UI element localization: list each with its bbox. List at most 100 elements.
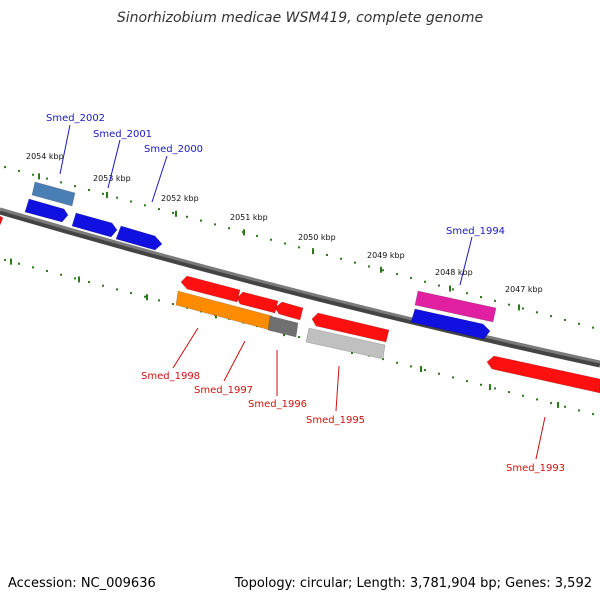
label-smed-2001[interactable]: Smed_2001: [93, 129, 152, 140]
gene-arrow-smed-2001[interactable]: [71, 212, 118, 238]
scale-dot: [508, 391, 510, 394]
scale-major-tick: [420, 366, 422, 373]
gene-smed-2001[interactable]: [71, 212, 118, 238]
scale-dot: [116, 196, 118, 199]
leader-smed-2001: [107, 139, 121, 189]
label-smed-2002[interactable]: Smed_2002: [46, 113, 105, 124]
scale-dot: [32, 266, 34, 269]
gene-arrow-smed-1995[interactable]: [305, 327, 386, 360]
gene-arrow-smed-2002-b[interactable]: [24, 198, 69, 223]
leader-smed-1995: [335, 365, 340, 412]
scale-dot: [102, 192, 104, 195]
leader-smed-1998: [172, 327, 199, 369]
scale-ticks-outer: [4, 166, 594, 329]
gene-forward-1994-lower[interactable]: [410, 308, 491, 340]
scale-dot: [522, 394, 524, 397]
scale-dot: [396, 273, 398, 276]
scale-major-tick: [518, 304, 520, 311]
kbp-label-2047: 2047 kbp: [505, 285, 543, 294]
gene-arrow-reverse-d[interactable]: [311, 312, 390, 343]
scale-dot: [480, 383, 482, 386]
scale-dot: [228, 227, 230, 230]
scale-dot: [284, 242, 286, 245]
gene-arrow-forward-b[interactable]: [410, 308, 491, 340]
leader-smed-1993: [535, 416, 546, 460]
label-smed-1994[interactable]: Smed_1994: [446, 226, 505, 237]
label-smed-2000[interactable]: Smed_2000: [144, 144, 203, 155]
scale-major-tick: [243, 229, 245, 236]
gene-arrow-smed-1994[interactable]: [414, 290, 497, 323]
label-smed-1998[interactable]: Smed_1998: [141, 371, 200, 382]
scale-dot: [382, 269, 384, 272]
scale-dot: [88, 281, 90, 284]
gene-reverse-d[interactable]: [311, 312, 390, 343]
kbp-label-2051: 2051 kbp: [230, 213, 268, 222]
gene-arrow-reverse-b[interactable]: [236, 291, 279, 314]
gene-smed-2002-lower[interactable]: [24, 198, 69, 223]
label-smed-1993[interactable]: Smed_1993: [506, 463, 565, 474]
scale-dot: [4, 259, 6, 262]
scale-dot: [74, 185, 76, 188]
gene-smed-1996[interactable]: [267, 315, 299, 338]
leader-smed-2000: [151, 155, 168, 203]
label-smed-1997[interactable]: Smed_1997: [194, 385, 253, 396]
gene-arrow-reverse-c[interactable]: [274, 301, 304, 321]
gene-smed-1995[interactable]: [305, 327, 386, 360]
scale-dot: [550, 315, 552, 318]
scale-dot: [410, 365, 412, 368]
scale-dot: [536, 311, 538, 314]
scale-major-tick: [175, 210, 177, 217]
scale-dot: [410, 276, 412, 279]
kbp-label-2048: 2048 kbp: [435, 268, 473, 277]
label-smed-1996[interactable]: Smed_1996: [248, 399, 307, 410]
scale-dot: [550, 402, 552, 405]
scale-ticks-inner: [4, 258, 594, 416]
scale-dot: [452, 376, 454, 379]
scale-dot: [578, 322, 580, 325]
scale-dot: [368, 265, 370, 268]
scale-major-tick: [146, 294, 148, 301]
scale-dot: [466, 292, 468, 295]
scale-major-tick: [312, 248, 314, 255]
gene-arrow-smed-2002[interactable]: [31, 181, 76, 207]
scale-dot: [424, 369, 426, 372]
scale-dot: [200, 219, 202, 222]
gene-smed-2002[interactable]: [31, 181, 76, 207]
scale-dot: [578, 409, 580, 412]
scale-dot: [60, 181, 62, 184]
scale-dot: [452, 288, 454, 291]
topology-text: Topology: circular; Length: 3,781,904 bp…: [234, 576, 592, 591]
kbp-label-2054: 2054 kbp: [26, 152, 64, 161]
gene-smed-1997-upper[interactable]: [180, 275, 241, 303]
gene-arrow-reverse-a[interactable]: [180, 275, 241, 303]
scale-dot: [130, 200, 132, 203]
leader-smed-1994: [459, 236, 473, 286]
gene-smed-1994[interactable]: [414, 290, 497, 323]
label-smed-1995[interactable]: Smed_1995: [306, 415, 365, 426]
gene-arrow-edge[interactable]: [0, 215, 4, 226]
gene-smed-2000[interactable]: [115, 225, 163, 251]
scale-dot: [46, 270, 48, 273]
gene-smed-1996-upper[interactable]: [236, 291, 279, 314]
backbone-shadow: [0, 209, 600, 368]
scale-dot: [172, 211, 174, 214]
scale-dot: [564, 405, 566, 408]
gene-arrow-smed-2000[interactable]: [115, 225, 163, 251]
gene-arrow-smed-1993[interactable]: [486, 355, 600, 394]
gene-reverse-c[interactable]: [274, 301, 304, 321]
scale-dot: [88, 189, 90, 192]
gene-smed-1993[interactable]: [486, 355, 600, 394]
scale-dot: [32, 173, 34, 176]
leader-smed-1997: [223, 340, 246, 382]
scale-dot: [354, 261, 356, 264]
scale-dot: [340, 257, 342, 260]
scale-dot: [298, 336, 300, 339]
scale-dot: [116, 288, 118, 291]
scale-dot: [158, 208, 160, 211]
scale-dot: [326, 253, 328, 256]
scale-dot: [592, 326, 594, 329]
scale-dot: [396, 361, 398, 364]
scale-dot: [592, 413, 594, 416]
gene-edge-left[interactable]: [0, 215, 4, 226]
gene-arrow-smed-1996[interactable]: [267, 315, 299, 338]
